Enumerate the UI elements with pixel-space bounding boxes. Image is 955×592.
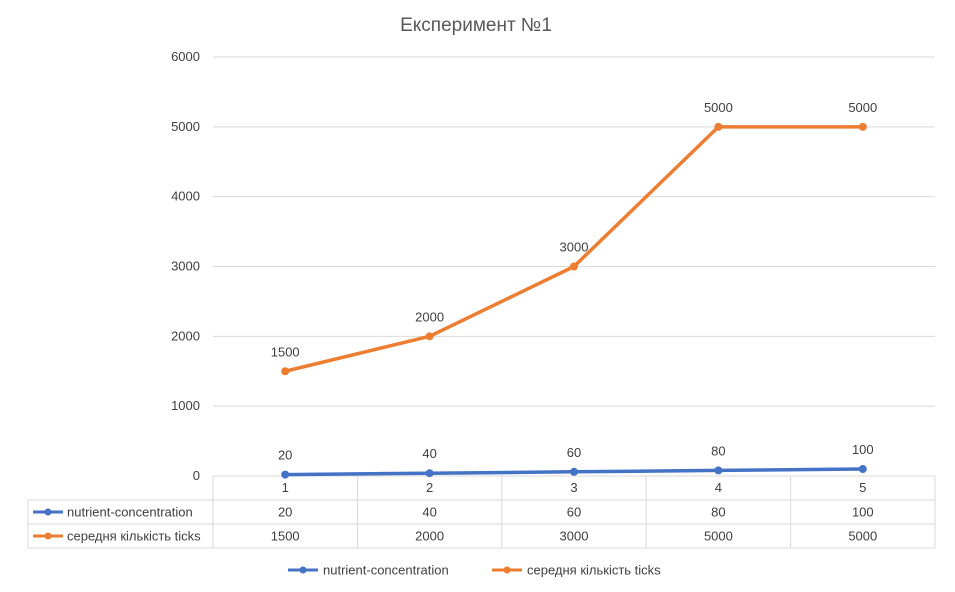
table-cell: 80 <box>711 505 725 520</box>
chart-title: Експеримент №1 <box>400 15 552 36</box>
y-tick-label: 3000 <box>171 259 200 274</box>
data-point <box>425 469 434 478</box>
x-tick-label: 1 <box>282 480 289 495</box>
table-cell: 5000 <box>848 529 877 544</box>
y-tick-label: 5000 <box>171 119 200 134</box>
data-label: 1500 <box>271 344 300 359</box>
data-label: 5000 <box>704 100 733 115</box>
legend-label: nutrient-concentration <box>323 563 449 578</box>
y-tick-label: 6000 <box>171 49 200 64</box>
data-label: 100 <box>852 442 874 457</box>
legend-label: середня кількість ticks <box>527 563 661 578</box>
table-cell: 5000 <box>704 529 733 544</box>
legend-marker <box>299 566 307 574</box>
table-series-name: середня кількість ticks <box>67 529 201 544</box>
gridlines <box>213 56 935 407</box>
data-point <box>858 465 867 474</box>
table-cell: 3000 <box>560 529 589 544</box>
data-label: 3000 <box>560 240 589 255</box>
data-point <box>714 122 723 131</box>
data-point <box>281 470 290 479</box>
data-table: 1 2 3 4 5 nutrient-concentration 20 40 60 80 100 се… <box>27 475 936 549</box>
table-cell: 20 <box>278 505 292 520</box>
y-tick-label: 0 <box>193 468 200 483</box>
data-point <box>570 262 578 271</box>
y-axis: 0 1000 2000 3000 4000 5000 6000 <box>171 49 200 483</box>
data-point <box>570 467 578 476</box>
y-tick-label: 2000 <box>171 328 200 343</box>
x-tick-label: 4 <box>715 480 722 495</box>
table-cell: 2000 <box>415 529 444 544</box>
data-point <box>281 367 290 376</box>
legend-marker <box>503 566 511 574</box>
data-label: 80 <box>711 443 725 458</box>
y-tick-label: 4000 <box>171 189 200 204</box>
data-label: 20 <box>278 448 292 463</box>
data-point <box>858 122 867 131</box>
series-layer: 20 40 60 80 100 1500 2000 3000 5000 5000 <box>271 100 877 479</box>
x-tick-label: 5 <box>859 480 866 495</box>
data-point <box>714 466 723 475</box>
y-tick-label: 1000 <box>171 398 200 413</box>
data-label: 60 <box>567 445 581 460</box>
data-label: 5000 <box>848 100 877 115</box>
x-tick-label: 3 <box>570 480 577 495</box>
data-label: 40 <box>422 446 436 461</box>
table-legend-marker <box>44 508 52 516</box>
table-series-name: nutrient-concentration <box>67 505 193 520</box>
table-cell: 1500 <box>271 529 300 544</box>
data-point <box>425 332 434 341</box>
x-tick-label: 2 <box>426 480 433 495</box>
table-cell: 40 <box>422 505 436 520</box>
table-cell: 100 <box>852 505 874 520</box>
legend: nutrient-concentration середня кількість … <box>288 563 661 578</box>
table-legend-marker <box>44 532 52 540</box>
table-cell: 60 <box>567 505 581 520</box>
data-label: 2000 <box>415 309 444 324</box>
